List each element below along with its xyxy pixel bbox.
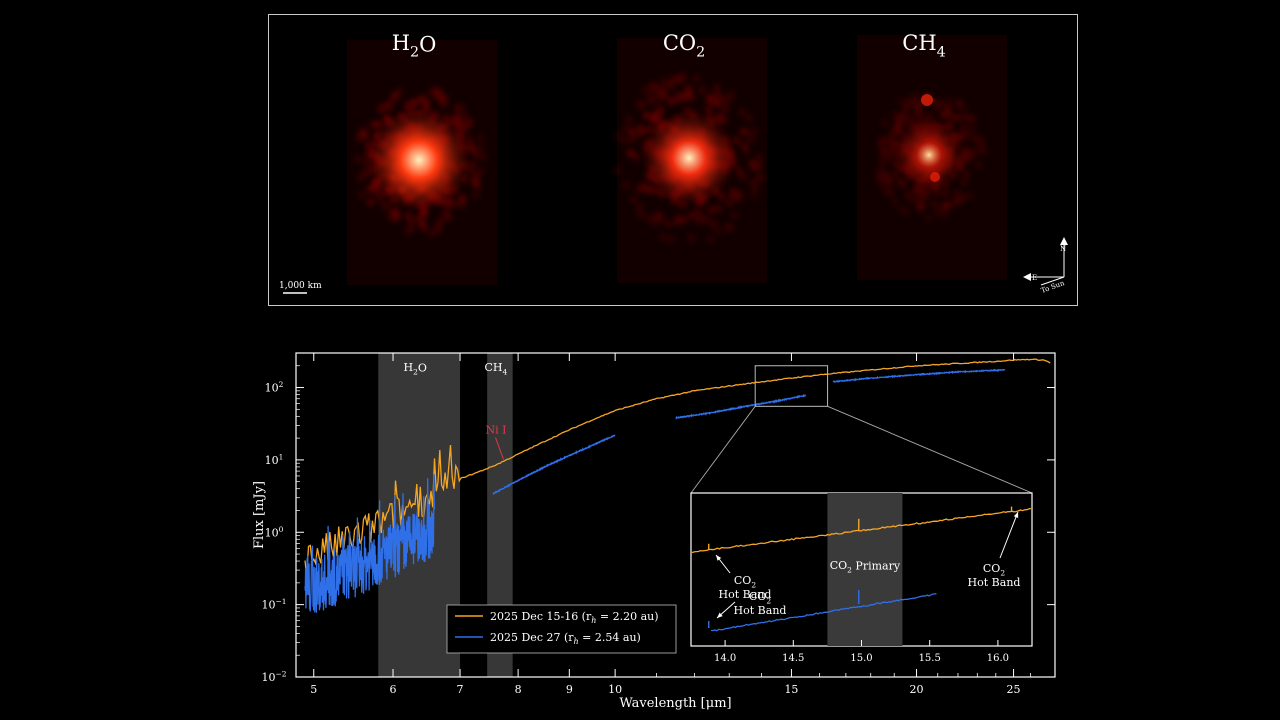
x-tick-label: 15 [784,683,798,696]
map-label: H2O [392,31,437,60]
y-tick-label: 101 [265,452,284,466]
x-tick-label: 6 [390,683,397,696]
map-core [367,108,471,212]
y-axis-label: Flux [mJy] [252,481,267,549]
inset-series-dec-27 [710,592,937,632]
inset-annotation-arrowhead [1013,512,1019,518]
inset-annotation-line2: Hot Band [719,588,772,601]
band-label: H2O [403,361,426,376]
inset-annotation-arrow [999,511,1019,559]
zoom-box [754,365,829,407]
map-co2: CO2 [612,31,767,283]
y-tick-label: 10−2 [261,670,286,684]
inset-annotation-arrowhead [717,612,723,618]
y-tick-label: 102 [265,380,284,394]
inset-annotation-line1: CO2 [983,562,1005,577]
annotation-arrow [495,437,504,460]
map-knot [930,172,940,182]
x-axis-label: Wavelength [μm] [619,696,731,711]
inset-series-dec-15-16 [691,507,1032,554]
x-tick-label: 10 [608,683,622,696]
inset-x-tick-label: 14.0 [714,653,736,664]
y-tick-label: 10−1 [261,597,286,611]
zoom-connector [827,405,1033,494]
zoom-connector [690,406,756,494]
compass-north: N [1060,245,1066,253]
map-h2: H2O [347,31,497,285]
series-dec-27-segment-3 [675,393,807,420]
inset-x-tick-label: 14.5 [782,653,804,664]
series-dec-27-segment-1 [304,474,436,613]
band-label: CH4 [485,361,508,376]
map-core [893,119,965,191]
inset-band-label: CO2 Primary [830,559,901,574]
x-tick-label: 9 [566,683,573,696]
x-tick-label: 8 [515,683,522,696]
map-core [641,110,737,206]
x-tick-label: 7 [457,683,464,696]
legend-box [446,604,677,654]
inset-x-tick-label: 16.0 [987,653,1009,664]
legend: 2025 Dec 15-16 (rh = 2.20 au) 2025 Dec 27… [446,604,677,654]
scale-bar-label: 1,000 km [279,281,322,291]
series-dec-27-segment-2 [492,434,616,496]
x-tick-label: 5 [310,683,317,696]
legend-label: 2025 Dec 27 (rh = 2.54 au) [490,631,641,646]
y-tick-label: 100 [265,525,284,539]
map-ch4: CH4 [857,31,1007,280]
legend-label: 2025 Dec 15-16 (rh = 2.20 au) [490,610,659,625]
plot-frame [295,352,1056,678]
inset-x-tick-label: 15.5 [919,653,941,664]
inset-annotation-line1: CO2 [734,574,756,589]
inset-annotation-line2: Hot Band [734,604,787,617]
map-knot [921,94,933,106]
inset-x-tick-label: 15.0 [850,653,872,664]
x-tick-label: 25 [1007,683,1021,696]
inset-annotation-line1: CO2 [749,590,771,605]
compass-east: E [1032,274,1037,282]
series-dec-27-segment-4 [832,368,1006,383]
inset-annotation-arrowhead [716,555,722,561]
map-label: CO2 [663,31,705,60]
inset-annotation-line2: Hot Band [968,576,1021,589]
inset-band [827,493,903,646]
molecular-maps-panel: H2O CO2 CH4 1,000 km N E To Sun [268,14,1078,306]
x-tick-label: 20 [910,683,924,696]
annotation-ni-i: Ni I [485,424,506,437]
map-label: CH4 [902,31,945,60]
